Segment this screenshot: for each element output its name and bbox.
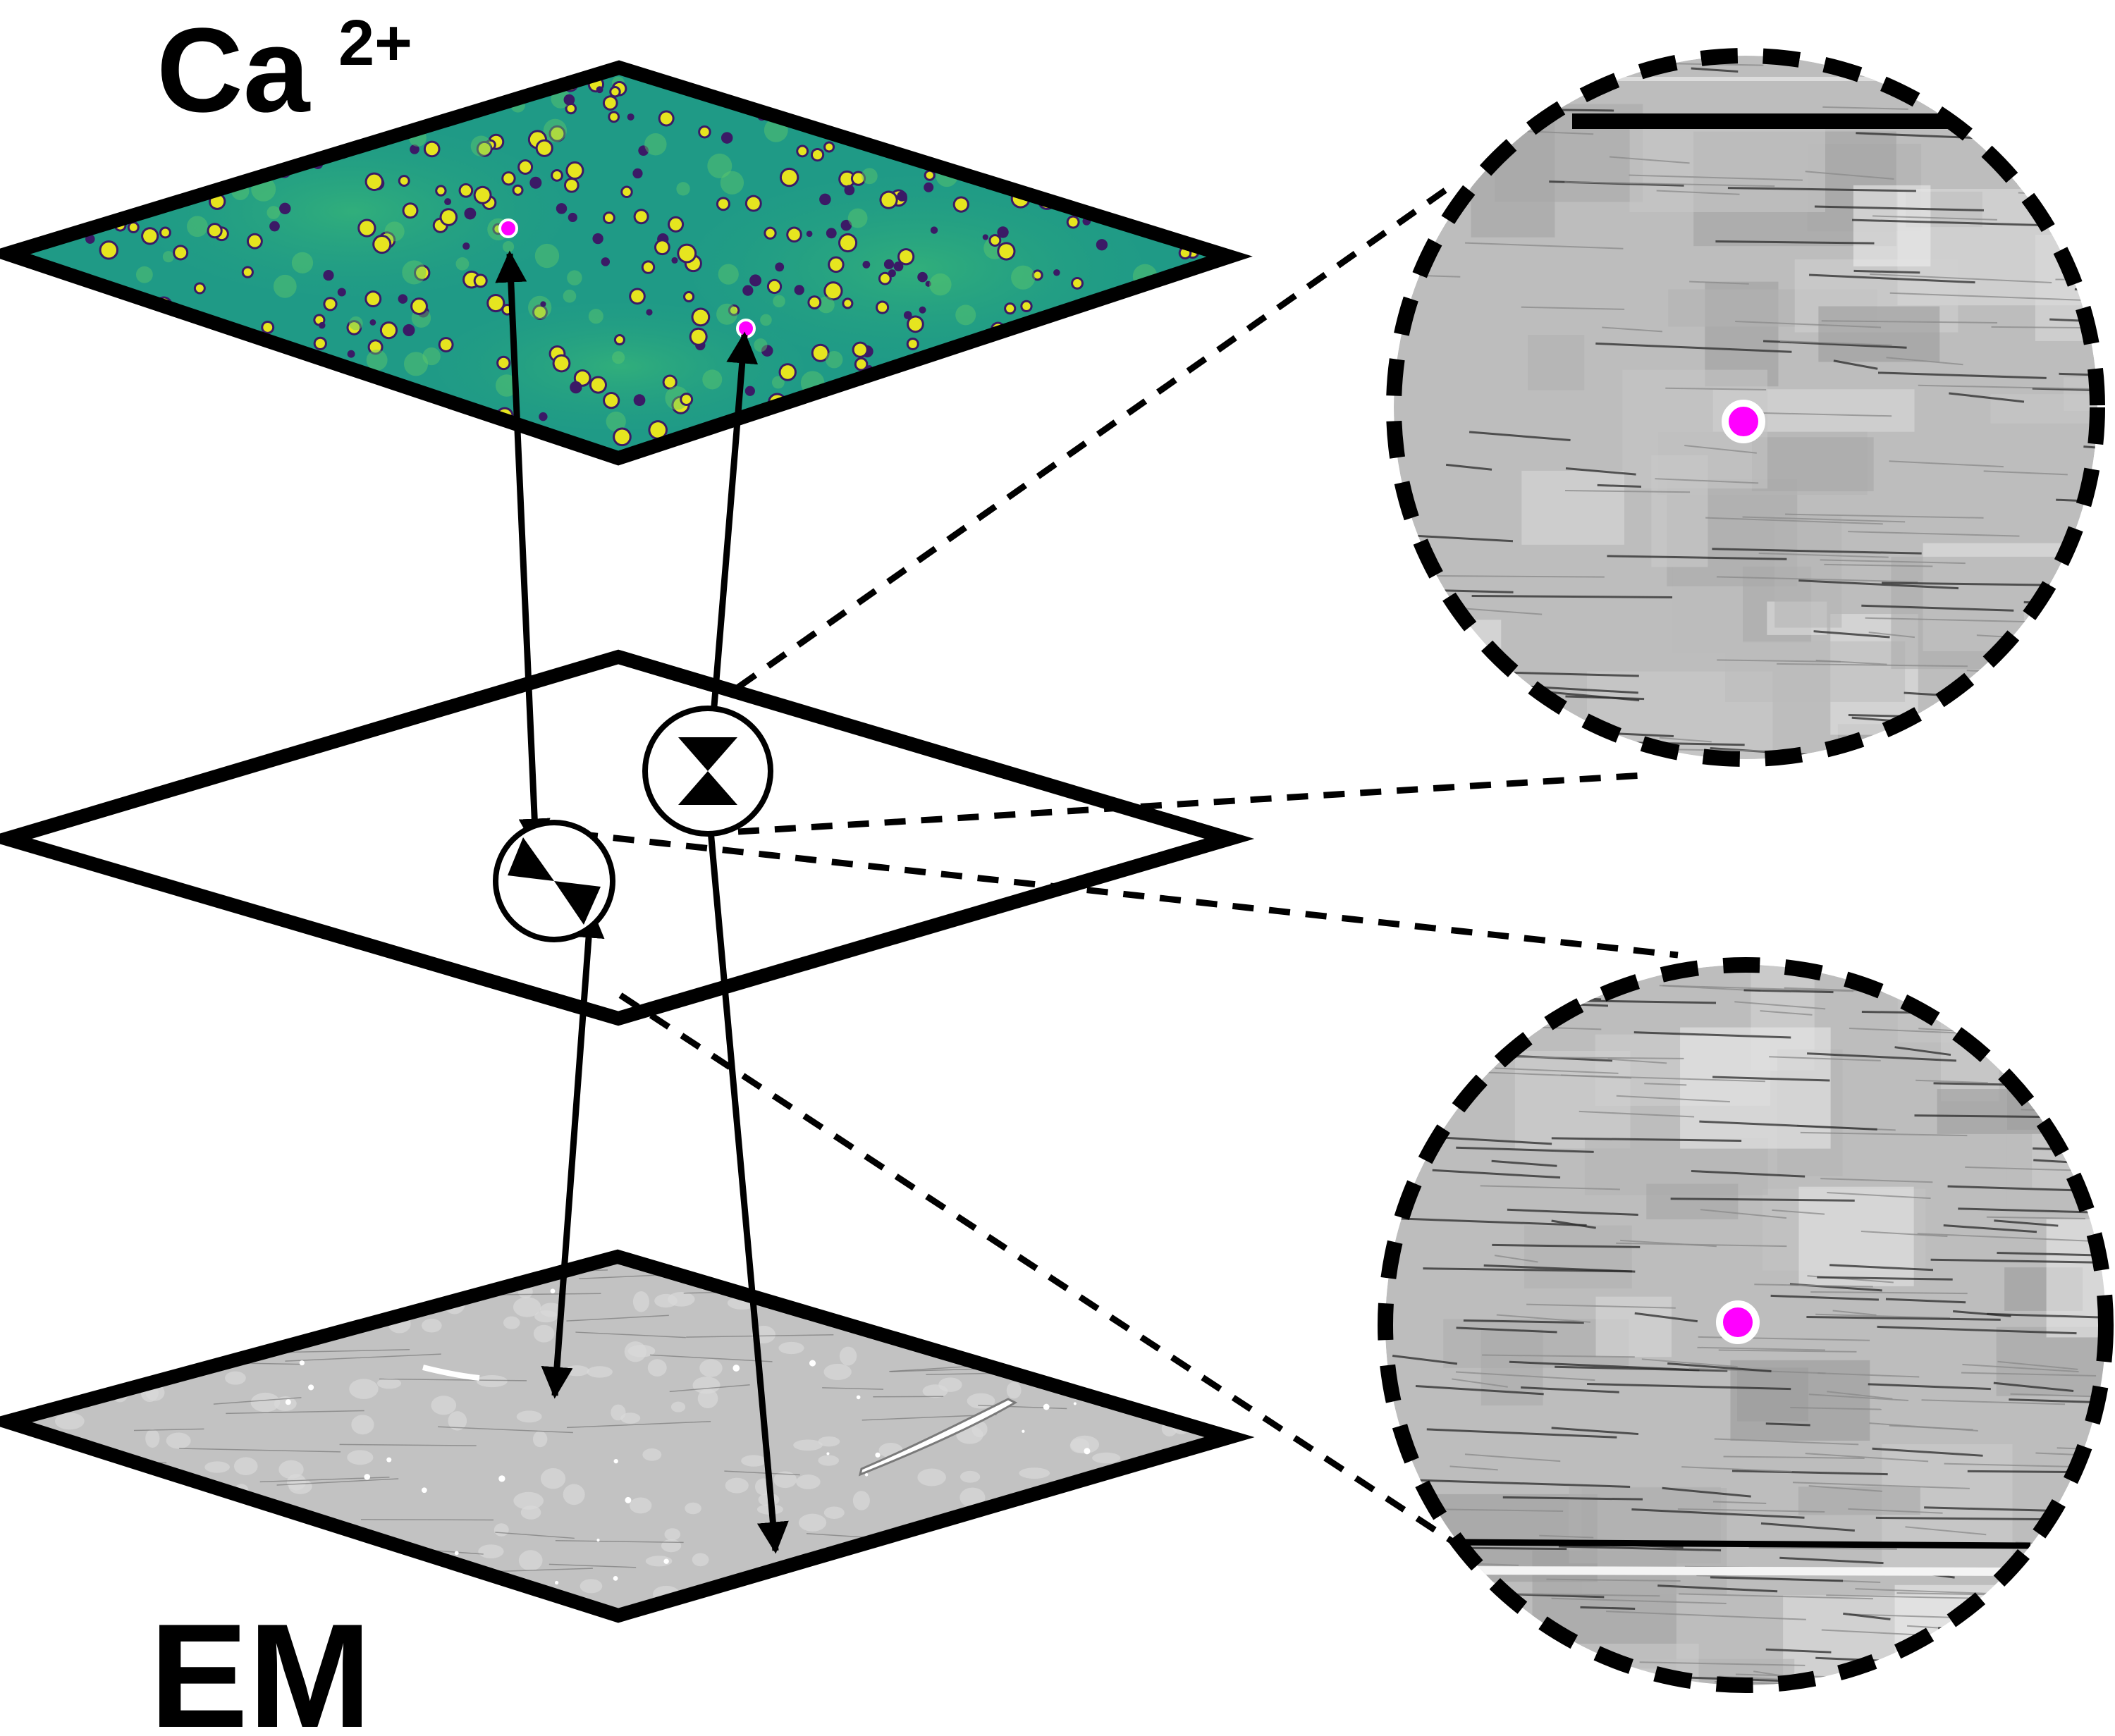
- correspondence-arrows: [495, 250, 789, 1554]
- arrow-ca-to-mid-right: [694, 331, 759, 779]
- calcium-label: Ca 2+: [157, 4, 412, 137]
- calcium-layer-outline: [0, 60, 1253, 466]
- calcium-label-text: Ca: [157, 4, 311, 137]
- em-label: EM: [149, 1593, 372, 1736]
- arrow-mid-to-em-left: [541, 906, 605, 1399]
- calcium-marker-2: [736, 319, 756, 338]
- calcium-marker-1: [498, 218, 518, 238]
- zoom-inset-calcium-correspondence: [1386, 48, 2105, 767]
- zoom-inset-em-correspondence: [1378, 957, 2114, 1693]
- zoom-marker-1: [1722, 400, 1765, 443]
- arrow-mid-to-em-right: [694, 796, 789, 1554]
- arrow-ca-to-mid-left: [495, 250, 551, 851]
- em-layer-outline: [0, 1249, 1255, 1623]
- calcium-label-superscript: 2+: [338, 7, 412, 79]
- bowtie-circle-icon: [642, 706, 773, 837]
- bowtie-circle-icon: [493, 820, 615, 942]
- zoom-marker-2: [1716, 1300, 1760, 1344]
